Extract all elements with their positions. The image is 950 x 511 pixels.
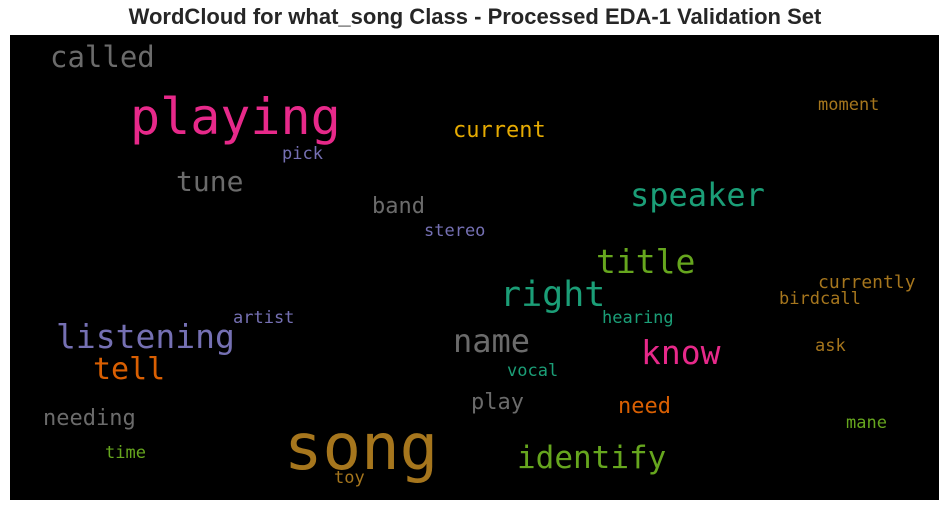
word-tell: tell xyxy=(93,352,166,387)
word-speaker: speaker xyxy=(630,176,765,214)
word-mane: mane xyxy=(846,413,887,433)
word-artist: artist xyxy=(233,308,295,328)
word-know: know xyxy=(641,333,721,372)
word-right: right xyxy=(500,275,606,315)
word-tune: tune xyxy=(176,165,244,198)
word-hearing: hearing xyxy=(602,308,674,328)
word-title: title xyxy=(596,242,696,281)
word-playing: playing xyxy=(130,88,341,146)
word-band: band xyxy=(372,194,425,219)
word-vocal: vocal xyxy=(507,361,559,381)
word-called: called xyxy=(50,40,155,74)
word-name: name xyxy=(453,322,531,360)
word-currently: currently xyxy=(818,272,916,293)
word-ask: ask xyxy=(815,336,846,356)
word-time: time xyxy=(105,443,146,463)
figure-title: WordCloud for what_song Class - Processe… xyxy=(128,4,822,29)
word-needing: needing xyxy=(43,406,136,431)
word-stereo: stereo xyxy=(424,221,486,241)
word-song: song xyxy=(284,411,439,485)
word-birdcall: birdcall xyxy=(779,289,861,309)
word-toy: toy xyxy=(334,468,365,488)
word-cloud: called playing speaker current moment pi… xyxy=(10,35,939,500)
word-play: play xyxy=(471,390,524,415)
word-identify: identify xyxy=(517,440,667,476)
word-listening: listening xyxy=(56,317,235,356)
word-need: need xyxy=(618,394,671,419)
word-pick: pick xyxy=(282,144,323,164)
word-current: current xyxy=(453,118,546,143)
word-moment: moment xyxy=(818,95,880,115)
